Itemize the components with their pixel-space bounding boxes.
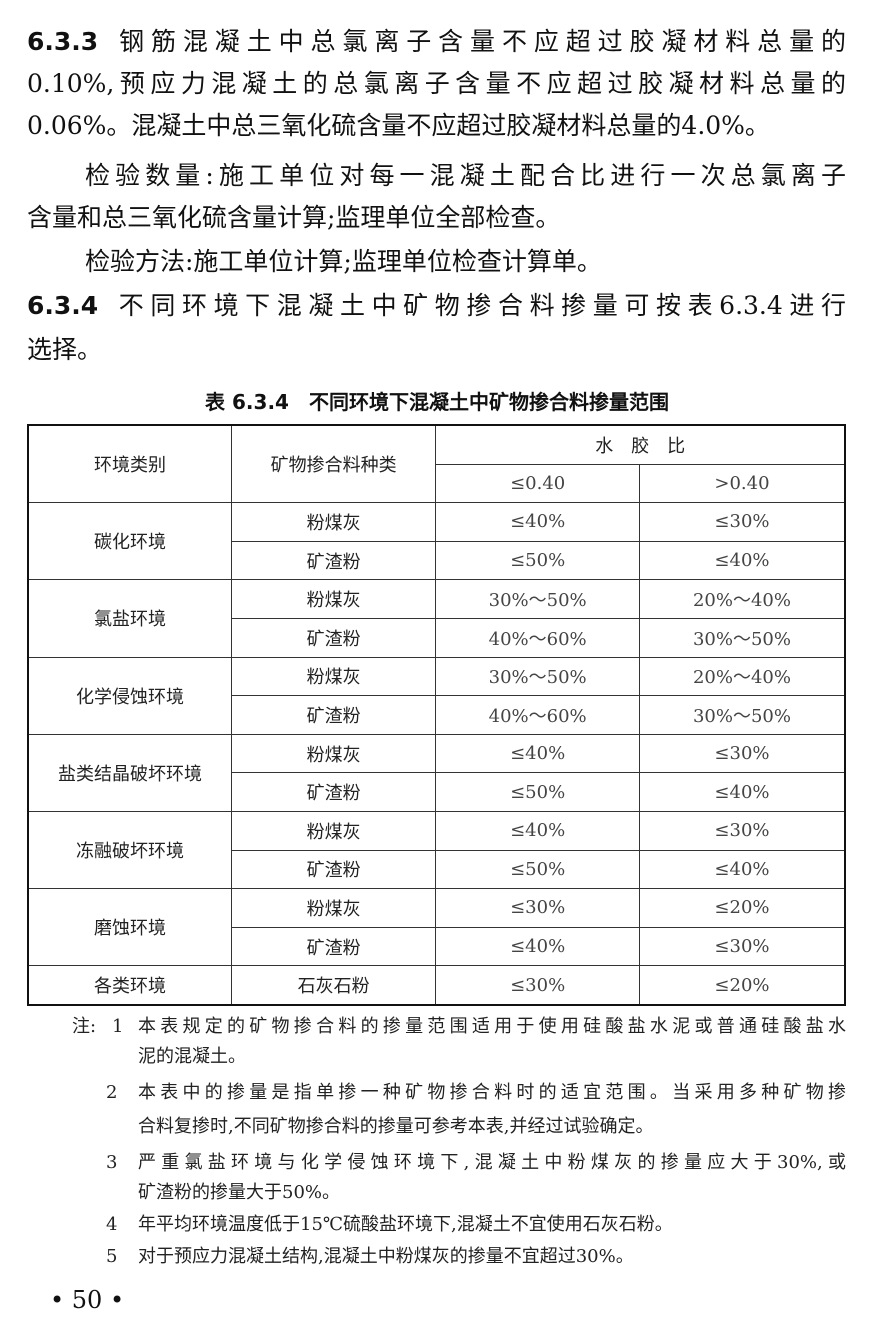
inspection-quantity-line-1: 检验数量:施工单位对每一混凝土配合比进行一次总氯离子 bbox=[85, 161, 846, 190]
gt-cell: 30%～50% bbox=[638, 695, 846, 735]
note-text: 泥的混凝土。 bbox=[138, 1046, 246, 1067]
mineral-cell: 石灰石粉 bbox=[230, 965, 437, 1006]
mineral-cell: 矿渣粉 bbox=[230, 617, 437, 658]
note-text: 合料复掺时,不同矿物掺合料的掺量可参考本表,并经过试验确定。 bbox=[138, 1116, 654, 1137]
gt-cell: 30%～50% bbox=[638, 617, 846, 658]
note-text: 本表中的掺量是指单掺一种矿物掺合料时的适宜范围。当采用多种矿物掺 bbox=[138, 1082, 846, 1103]
note-number: 5 bbox=[106, 1246, 118, 1267]
le-cell: ≤30% bbox=[435, 888, 640, 928]
le-cell: ≤40% bbox=[435, 810, 640, 851]
clause-6-3-3-line-2: 0.10%,预应力混凝土的总氯离子含量不应超过胶凝材料总量的 bbox=[27, 69, 846, 98]
le-cell: 40%～60% bbox=[435, 695, 640, 735]
table-row: 矿渣粉 ≤50% ≤40% bbox=[28, 849, 846, 890]
env-cell: 氯盐环境 bbox=[27, 579, 232, 658]
le-cell: ≤50% bbox=[435, 540, 640, 581]
mineral-admixture-table: 环境类别 矿物掺合料种类 水 胶 比 ≤0.40 >0.40 碳化环境 粉煤灰 ≤4… bbox=[27, 424, 846, 1006]
note-text: 矿渣粉的掺量大于50%。 bbox=[138, 1182, 341, 1203]
note-number: 1 bbox=[112, 1016, 124, 1037]
table-row: 盐类结晶破坏环境 粉煤灰 ≤40% ≤30% bbox=[27, 733, 846, 812]
note-number: 2 bbox=[106, 1082, 118, 1103]
note-text: 对于预应力混凝土结构,混凝土中粉煤灰的掺量不宜超过30%。 bbox=[138, 1246, 634, 1267]
table-row: 氯盐环境 粉煤灰 30%～50% 20%～40% bbox=[27, 579, 846, 658]
table-row: 碳化环境 粉煤灰 ≤40% ≤30% bbox=[27, 502, 846, 581]
note-number: 4 bbox=[106, 1214, 118, 1235]
le-cell: ≤50% bbox=[435, 772, 640, 812]
env-cell: 化学侵蚀环境 bbox=[27, 656, 232, 735]
table-row: 矿渣粉 ≤50% ≤40% bbox=[28, 540, 846, 581]
gt-cell: ≤40% bbox=[638, 849, 846, 890]
gt-cell: ≤30% bbox=[638, 733, 846, 774]
gt-cell: ≤20% bbox=[638, 965, 846, 1006]
header-ratio: 水 胶 比 bbox=[435, 424, 846, 465]
note-number: 3 bbox=[106, 1152, 118, 1173]
gt-cell: ≤30% bbox=[638, 810, 846, 851]
note-text: 年平均环境温度低于15℃硫酸盐环境下,混凝土不宜使用石灰石粉。 bbox=[138, 1214, 673, 1235]
env-cell: 磨蚀环境 bbox=[27, 888, 232, 967]
mineral-cell: 粉煤灰 bbox=[230, 888, 437, 928]
inspection-method: 检验方法:施工单位计算;监理单位检查计算单。 bbox=[85, 247, 602, 276]
table-row: 矿渣粉 ≤40% ≤30% bbox=[28, 926, 846, 967]
clause-6-3-3-line-1: 6.3.3 钢筋混凝土中总氯离子含量不应超过胶凝材料总量的 bbox=[27, 27, 846, 56]
mineral-cell: 矿渣粉 bbox=[230, 926, 437, 967]
mineral-cell: 矿渣粉 bbox=[230, 772, 437, 812]
table-row: 化学侵蚀环境 粉煤灰 30%～50% 20%～40% bbox=[27, 656, 846, 735]
header-mineral: 矿物掺合料种类 bbox=[230, 424, 437, 504]
clause-number: 6.3.4 bbox=[27, 291, 99, 320]
env-cell: 冻融破坏环境 bbox=[27, 810, 232, 890]
le-cell: 40%～60% bbox=[435, 617, 640, 658]
mineral-cell: 矿渣粉 bbox=[230, 540, 437, 581]
table-row: 磨蚀环境 粉煤灰 ≤30% ≤20% bbox=[27, 888, 846, 967]
le-cell: ≤40% bbox=[435, 733, 640, 774]
notes-prefix: 注: bbox=[72, 1016, 97, 1037]
clause-number: 6.3.3 bbox=[27, 27, 99, 56]
env-cell: 各类环境 bbox=[27, 965, 232, 1006]
table-caption: 表 6.3.4 不同环境下混凝土中矿物掺合料掺量范围 bbox=[205, 390, 669, 414]
gt-cell: ≤30% bbox=[638, 502, 846, 542]
gt-cell: ≤40% bbox=[638, 772, 846, 812]
inspection-quantity-line-2: 含量和总三氧化硫含量计算;监理单位全部检查。 bbox=[27, 203, 561, 232]
le-cell: ≤40% bbox=[435, 502, 640, 542]
note-text: 本表规定的矿物掺合料的掺量范围适用于使用硅酸盐水泥或普通硅酸盐水 bbox=[138, 1016, 846, 1037]
le-cell: ≤30% bbox=[435, 965, 640, 1006]
gt-cell: ≤40% bbox=[638, 540, 846, 581]
table-row: 矿渣粉 40%～60% 30%～50% bbox=[28, 617, 846, 658]
mineral-cell: 粉煤灰 bbox=[230, 502, 437, 542]
header-gt: >0.40 bbox=[638, 463, 846, 504]
table-row: 各类环境 石灰石粉 ≤30% ≤20% bbox=[27, 965, 846, 1006]
page-number: • 50 • bbox=[50, 1286, 125, 1314]
mineral-cell: 粉煤灰 bbox=[230, 656, 437, 697]
clause-6-3-4-line-1: 6.3.4 不同环境下混凝土中矿物掺合料掺量可按表6.3.4进行 bbox=[27, 291, 846, 320]
table-row: 矿渣粉 ≤50% ≤40% bbox=[28, 772, 846, 812]
table-row: 矿渣粉 40%～60% 30%～50% bbox=[28, 695, 846, 735]
gt-cell: 20%～40% bbox=[638, 579, 846, 619]
env-cell: 盐类结晶破坏环境 bbox=[27, 733, 232, 812]
gt-cell: ≤20% bbox=[638, 888, 846, 928]
header-env: 环境类别 bbox=[27, 424, 232, 504]
env-cell: 碳化环境 bbox=[27, 502, 232, 581]
mineral-cell: 粉煤灰 bbox=[230, 733, 437, 774]
gt-cell: ≤30% bbox=[638, 926, 846, 967]
gt-cell: 20%～40% bbox=[638, 656, 846, 697]
mineral-cell: 粉煤灰 bbox=[230, 810, 437, 851]
table-row: 冻融破坏环境 粉煤灰 ≤40% ≤30% bbox=[27, 810, 846, 890]
mineral-cell: 粉煤灰 bbox=[230, 579, 437, 619]
clause-6-3-4-line-2: 选择。 bbox=[27, 335, 103, 364]
header-le: ≤0.40 bbox=[435, 463, 640, 504]
le-cell: 30%～50% bbox=[435, 656, 640, 697]
note-text: 严重氯盐环境与化学侵蚀环境下,混凝土中粉煤灰的掺量应大于30%,或 bbox=[138, 1152, 846, 1173]
le-cell: ≤40% bbox=[435, 926, 640, 967]
le-cell: 30%～50% bbox=[435, 579, 640, 619]
le-cell: ≤50% bbox=[435, 849, 640, 890]
mineral-cell: 矿渣粉 bbox=[230, 695, 437, 735]
mineral-cell: 矿渣粉 bbox=[230, 849, 437, 890]
clause-6-3-3-line-3: 0.06%。混凝土中总三氧化硫含量不应超过胶凝材料总量的4.0%。 bbox=[27, 111, 770, 140]
